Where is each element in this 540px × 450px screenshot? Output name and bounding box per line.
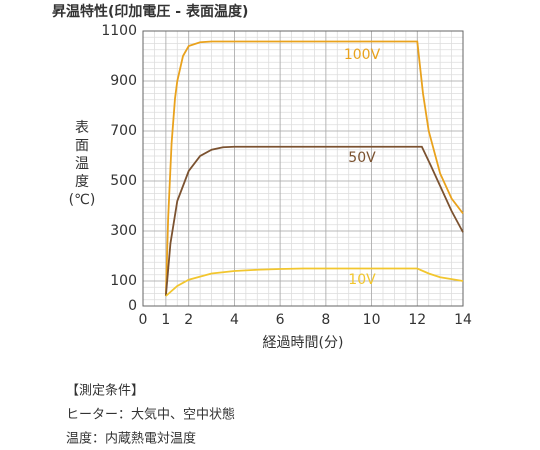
series-label: 100V xyxy=(344,47,381,63)
series-label: 10V xyxy=(348,272,376,288)
line-series xyxy=(165,267,464,297)
x-tick-label: 2 xyxy=(184,312,193,328)
note: 【測定条件】 xyxy=(66,383,144,399)
y-tick-label: 0 xyxy=(128,298,137,314)
note: 温度：内蔵熱電対温度 xyxy=(66,431,196,447)
series-label: 50V xyxy=(348,150,376,166)
line-series xyxy=(164,145,464,297)
plot-frame xyxy=(142,30,464,307)
y-tick-label: 1100 xyxy=(101,23,137,39)
x-tick-label: 1 xyxy=(161,312,170,328)
y-tick-label: 300 xyxy=(110,223,137,239)
y-tick-label: 500 xyxy=(110,173,137,189)
y-axis-label: 表面温度(℃) xyxy=(69,120,96,208)
x-tick-label: 4 xyxy=(230,312,239,328)
x-tick-label: 10 xyxy=(363,312,381,328)
y-tick-label: 100 xyxy=(110,273,137,289)
x-tick-label: 12 xyxy=(408,312,426,328)
x-tick-label: 14 xyxy=(454,312,472,328)
y-tick-label: 900 xyxy=(110,73,137,89)
chart-title: 昇温特性(印加電圧 - 表面温度) xyxy=(52,3,248,20)
x-tick-label: 6 xyxy=(276,312,285,328)
x-tick-label: 0 xyxy=(139,312,148,328)
y-tick-label: 700 xyxy=(110,123,137,139)
line-series xyxy=(164,40,464,297)
x-axis-label: 経過時間(分) xyxy=(263,335,344,351)
note: ヒーター：大気中、空中状態 xyxy=(66,407,235,423)
x-tick-label: 8 xyxy=(321,312,330,328)
